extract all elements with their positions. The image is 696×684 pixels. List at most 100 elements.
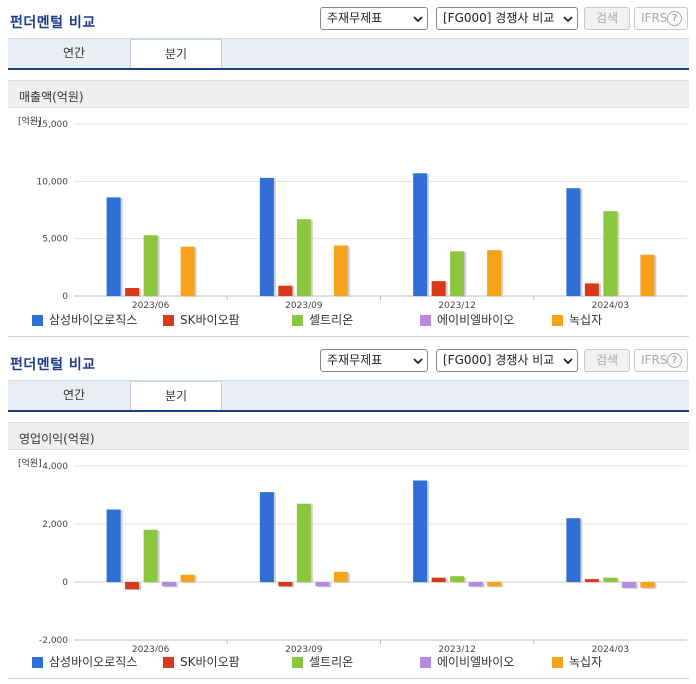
- chart-title: 영업이익(억원): [19, 432, 95, 446]
- bar-series-3-2: [468, 582, 483, 587]
- y-tick-label: 10,000: [37, 177, 69, 187]
- bar-series-3-3: [621, 582, 636, 588]
- bar-series-0-1: [259, 492, 274, 582]
- bar-series-2-1: [296, 219, 311, 296]
- y-tick-label: 4,000: [42, 462, 68, 472]
- bar-series-3-0: [162, 582, 177, 587]
- bar-series-3-1: [315, 582, 330, 587]
- panel-bottom-divider: [8, 336, 689, 337]
- x-tick-label: 2023/06: [132, 301, 170, 310]
- revenue-chart: [억원] 0 5,000 10,000 15,000 2023/06 2023/09 2023…: [18, 115, 687, 310]
- bar-series-1-1: [278, 582, 293, 587]
- x-tick-label: 2023/09: [285, 645, 323, 652]
- legend-label: 에이비엘바이오: [437, 655, 515, 669]
- compare-select-value: [FG000] 경쟁사 비교: [443, 11, 555, 25]
- bar-series-0-1: [259, 177, 274, 296]
- compare-select[interactable]: [FG000] 경쟁사 비교: [436, 7, 578, 30]
- bar-series-1-3: [584, 283, 599, 296]
- help-icon[interactable]: ?: [667, 353, 682, 368]
- ifrs-button[interactable]: IFRS ?: [634, 7, 688, 30]
- y-tick-label: -2,000: [39, 636, 68, 646]
- ifrs-label: IFRS: [641, 11, 668, 25]
- bar-series-0-0: [106, 197, 121, 296]
- tab-divider: [8, 68, 689, 70]
- chevron-down-icon: [413, 16, 423, 23]
- statement-select-value: 주재무제표: [327, 353, 383, 367]
- bar-series-1-1: [278, 285, 293, 296]
- bar-series-4-2: [487, 250, 502, 296]
- bar-series-0-2: [413, 173, 428, 296]
- panel-bottom-divider: [8, 678, 689, 679]
- bar-series-4-3: [640, 254, 655, 296]
- legend-swatch: [163, 657, 174, 668]
- panel-header: 펀더멘털 비교 주재무제표 [FG000] 경쟁사 비교 검색 IFRS ?: [0, 0, 696, 38]
- chart-legend: 삼성바이오로직스 SK바이오팜 셀트리온 에이비엘바이오 녹십자: [8, 655, 689, 671]
- legend-swatch: [420, 315, 431, 326]
- y-unit-label: [억원]: [18, 457, 42, 469]
- y-tick-label: 5,000: [42, 235, 68, 245]
- bar-series-4-0: [180, 246, 195, 296]
- legend-swatch: [292, 315, 303, 326]
- bar-series-1-3: [584, 579, 599, 582]
- x-tick-label: 2023/12: [438, 645, 475, 652]
- ifrs-button[interactable]: IFRS ?: [634, 349, 688, 372]
- y-tick-label: 2,000: [42, 520, 68, 530]
- chart-title-bar: 영업이익(억원): [8, 422, 689, 450]
- bar-series-4-3: [640, 582, 655, 588]
- bar-series-4-2: [487, 582, 502, 587]
- x-tick-label: 2023/09: [285, 301, 323, 310]
- search-button[interactable]: 검색: [584, 7, 630, 30]
- legend-label: 삼성바이오로직스: [49, 313, 138, 327]
- legend-swatch: [292, 657, 303, 668]
- bar-series-1-2: [431, 281, 446, 296]
- legend-label: 셀트리온: [309, 313, 354, 327]
- x-tick-label: 2023/12: [438, 301, 475, 310]
- tab-quarterly[interactable]: 분기: [130, 381, 222, 411]
- fundamental-panel-revenue: 펀더멘털 비교 주재무제표 [FG000] 경쟁사 비교 검색 IFRS ? 연…: [0, 0, 696, 337]
- bar-series-2-1: [296, 503, 311, 582]
- bar-series-0-3: [566, 518, 581, 582]
- bar-series-1-0: [125, 582, 140, 590]
- bar-series-4-1: [333, 571, 348, 582]
- tab-quarterly[interactable]: 분기: [130, 39, 222, 69]
- chevron-down-icon: [563, 16, 573, 23]
- statement-select[interactable]: 주재무제표: [320, 349, 428, 372]
- legend-label: 에이비엘바이오: [437, 313, 515, 327]
- legend-swatch: [552, 315, 563, 326]
- legend-label: 삼성바이오로직스: [49, 655, 138, 669]
- ifrs-label: IFRS: [641, 353, 668, 367]
- y-tick-label: 15,000: [37, 120, 69, 130]
- bar-series-2-0: [143, 529, 158, 582]
- panel-title: 펀더멘털 비교: [10, 15, 96, 31]
- bar-series-2-3: [603, 211, 618, 296]
- legend-swatch: [32, 657, 43, 668]
- legend-label: 녹십자: [569, 655, 603, 669]
- y-tick-label: 0: [62, 292, 68, 302]
- y-tick-label: 0: [62, 578, 68, 588]
- statement-select-value: 주재무제표: [327, 11, 383, 25]
- statement-select[interactable]: 주재무제표: [320, 7, 428, 30]
- search-button[interactable]: 검색: [584, 349, 630, 372]
- compare-select-value: [FG000] 경쟁사 비교: [443, 353, 555, 367]
- panel-header: 펀더멘털 비교 주재무제표 [FG000] 경쟁사 비교 검색 IFRS ?: [0, 342, 696, 380]
- legend-label: SK바이오팜: [180, 655, 240, 669]
- tab-annual[interactable]: 연간: [62, 388, 86, 402]
- compare-select[interactable]: [FG000] 경쟁사 비교: [436, 349, 578, 372]
- legend-swatch: [163, 315, 174, 326]
- chart-legend: 삼성바이오로직스 SK바이오팜 셀트리온 에이비엘바이오 녹십자: [8, 313, 689, 329]
- y-unit-label: [억원]: [18, 115, 42, 127]
- chart-title-bar: 매출액(억원): [8, 80, 689, 108]
- x-tick-label: 2023/06: [132, 645, 170, 652]
- tab-annual[interactable]: 연간: [62, 46, 86, 60]
- help-icon[interactable]: ?: [667, 11, 682, 26]
- operating-profit-chart: [억원] -2,000 0 2,000 4,000 2023/06 2023/09 2023/…: [18, 457, 687, 652]
- bar-series-0-2: [413, 480, 428, 582]
- bar-series-1-2: [431, 577, 446, 582]
- chevron-down-icon: [413, 358, 423, 365]
- bar-series-1-0: [125, 287, 140, 296]
- tab-divider: [8, 410, 689, 412]
- x-tick-label: 2024/03: [592, 645, 629, 652]
- bar-series-2-3: [603, 577, 618, 582]
- period-tabs: 연간 분기: [8, 38, 689, 69]
- legend-swatch: [420, 657, 431, 668]
